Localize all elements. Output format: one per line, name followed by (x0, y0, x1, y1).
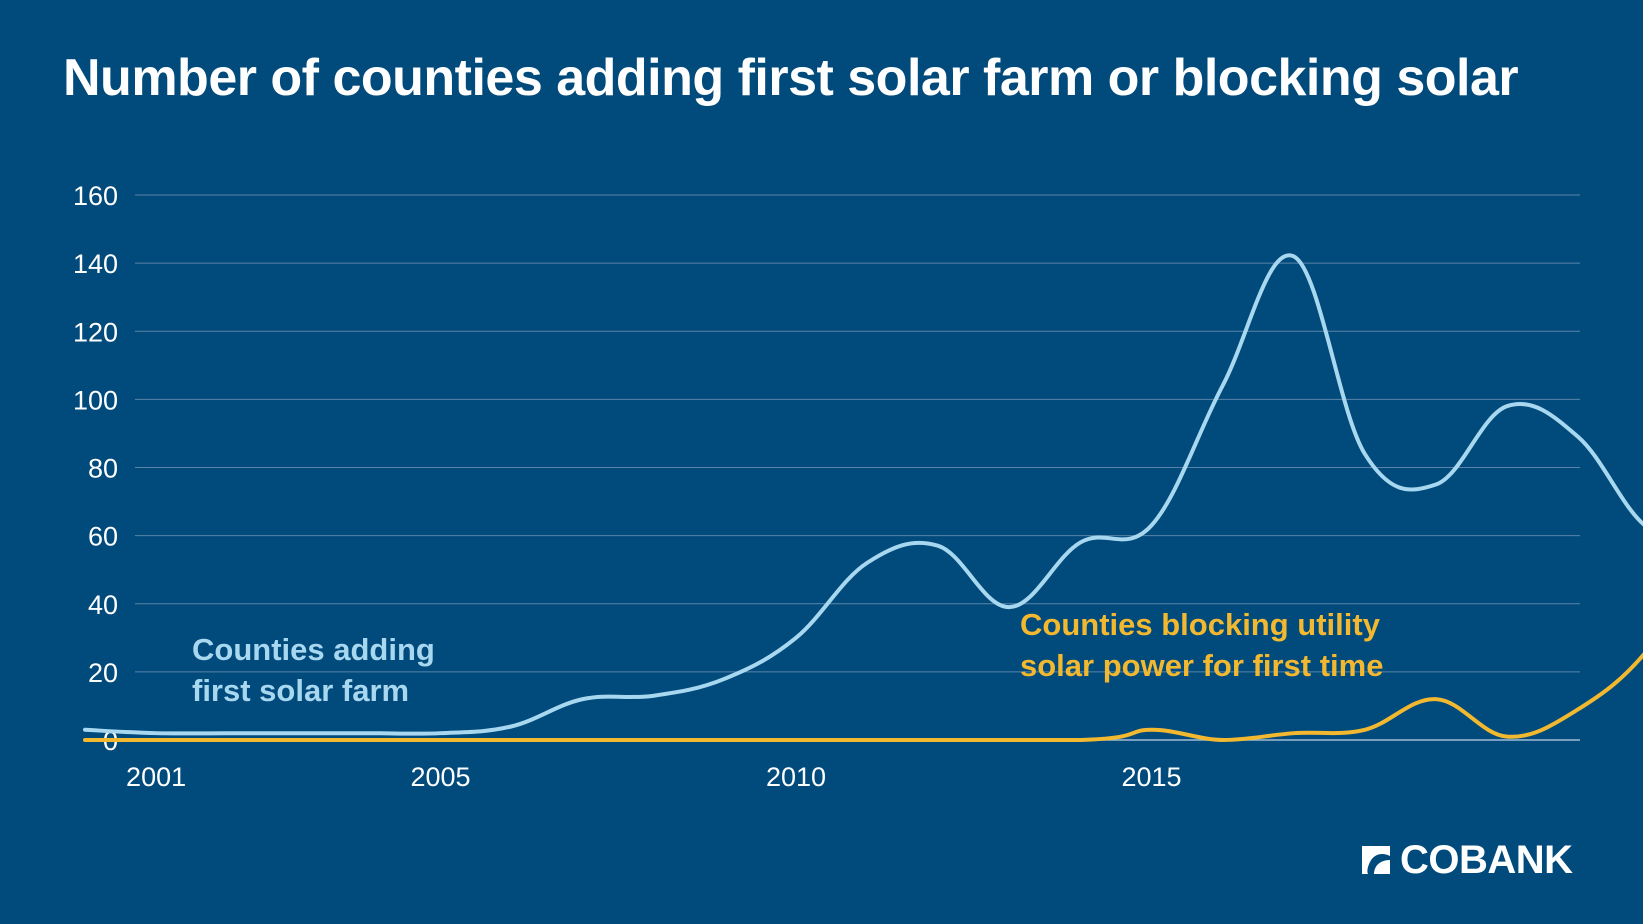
y-tick-label: 140 (73, 249, 118, 279)
adding-series-label: first solar farm (192, 673, 409, 708)
brand-name: COBANK (1400, 838, 1573, 882)
adding-series-line (83, 253, 1643, 736)
y-tick-label: 100 (73, 385, 118, 415)
y-tick-label: 20 (88, 658, 118, 688)
cobank-logo-icon (1362, 846, 1390, 874)
y-tick-label: 80 (88, 454, 118, 484)
x-tick-label: 2005 (410, 762, 470, 792)
blocking-series-label: Counties blocking utility (1020, 607, 1381, 642)
x-tick-label: 2015 (1121, 762, 1181, 792)
y-tick-label: 160 (73, 181, 118, 211)
x-tick-label: 2010 (766, 762, 826, 792)
blocking-series-label: solar power for first time (1020, 648, 1383, 683)
y-tick-label: 60 (88, 522, 118, 552)
cobank-logo: COBANK (1358, 840, 1573, 880)
chart-title: Number of counties adding first solar fa… (63, 49, 1519, 107)
blocking-series-line (83, 652, 1643, 743)
x-tick-label: 2001 (126, 762, 186, 792)
y-tick-label: 40 (88, 590, 118, 620)
adding-series-label: Counties adding (192, 632, 435, 667)
y-tick-label: 120 (73, 317, 118, 347)
